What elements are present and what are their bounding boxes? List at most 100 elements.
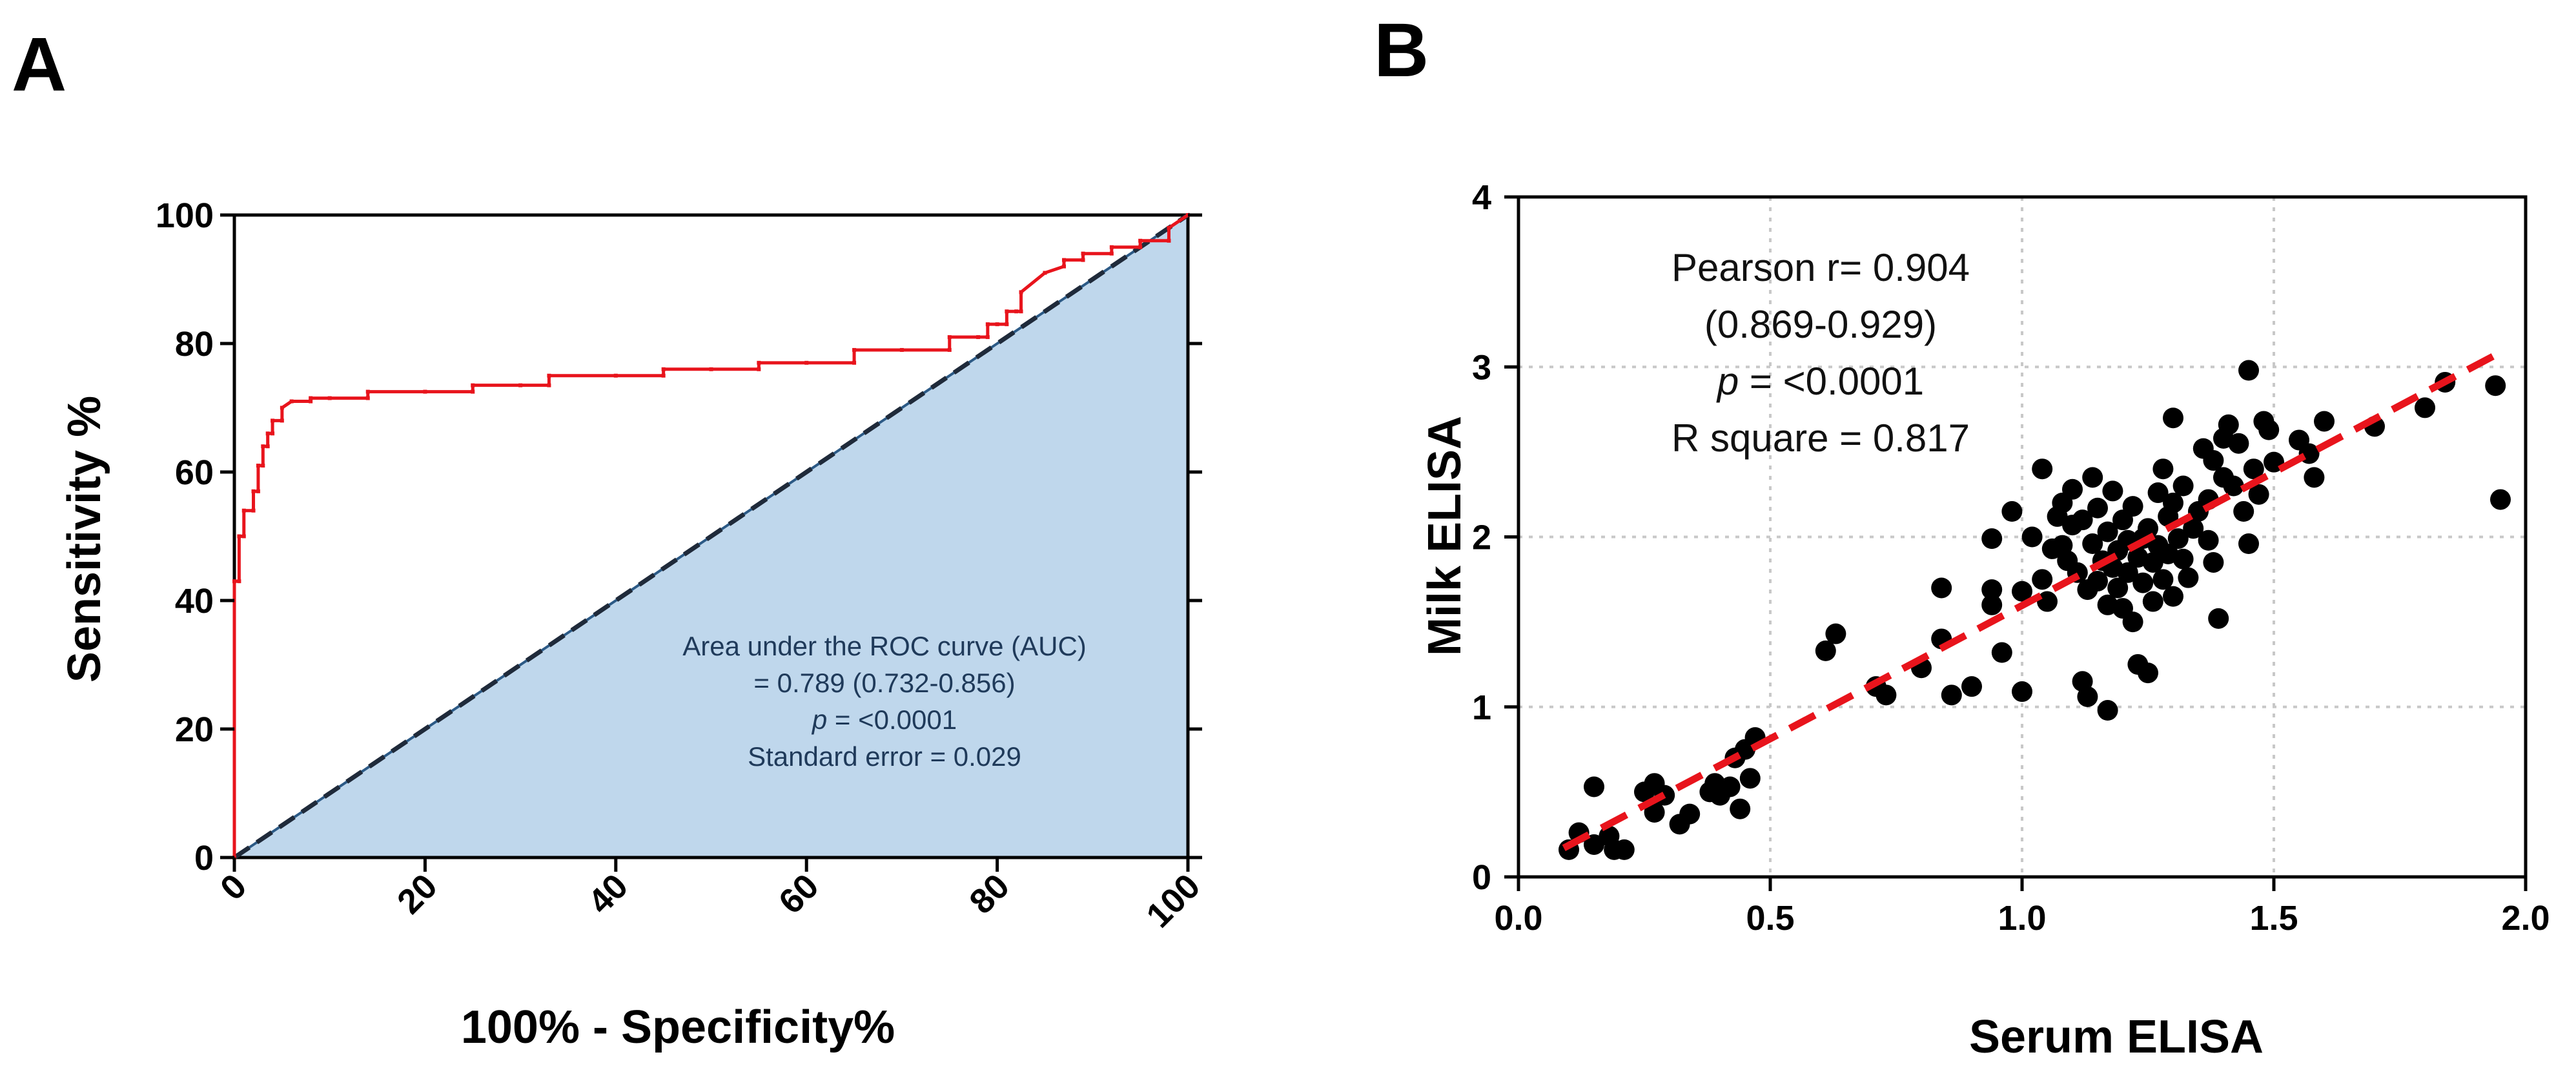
scatter-point bbox=[2032, 458, 2053, 480]
pearson-p-value: = <0.0001 bbox=[1739, 360, 1924, 403]
roc-curve-point bbox=[947, 335, 952, 340]
roc-curve-point bbox=[547, 383, 551, 387]
scatter-point bbox=[2107, 577, 2129, 599]
scatter-x-tick-label: 1.0 bbox=[1998, 899, 2046, 938]
scatter-point bbox=[2072, 509, 2093, 531]
scatter-point bbox=[2228, 433, 2249, 454]
roc-curve-point bbox=[1043, 271, 1047, 275]
scatter-y-tick-label: 0 bbox=[1472, 858, 1491, 897]
scatter-point bbox=[1719, 776, 1741, 797]
roc-y-tick-label: 80 bbox=[175, 325, 214, 364]
roc-curve-point bbox=[265, 444, 270, 449]
scatter-point bbox=[2203, 551, 2224, 573]
scatter-point bbox=[2077, 686, 2098, 707]
roc-curve-point bbox=[365, 389, 370, 394]
roc-curve-point bbox=[365, 396, 370, 400]
roc-curve-point bbox=[256, 464, 260, 468]
scatter-y-tick-label: 2 bbox=[1472, 519, 1491, 557]
roc-plot-frame bbox=[232, 213, 1190, 859]
scatter-point bbox=[2248, 484, 2269, 505]
roc-curve-point bbox=[1081, 251, 1085, 256]
scatter-point bbox=[1825, 623, 1846, 644]
scatter-point bbox=[2208, 608, 2229, 629]
reference-line bbox=[233, 213, 1189, 859]
scatter-x-tick-label: 2.0 bbox=[2501, 899, 2550, 938]
roc-curve-point bbox=[985, 335, 990, 340]
roc-curve-point bbox=[985, 322, 990, 327]
roc-curve-point bbox=[1014, 309, 1019, 314]
scatter-point bbox=[1613, 839, 1635, 860]
roc-x-tick-labels: 0 20 40 60 80 100 bbox=[213, 867, 1208, 935]
scatter-point bbox=[2198, 529, 2219, 551]
scatter-point bbox=[2097, 700, 2118, 721]
auc-line-3: p = <0.0001 bbox=[811, 704, 957, 735]
roc-curve-point bbox=[1019, 309, 1023, 314]
scatter-point bbox=[2122, 496, 2143, 517]
auc-line-2: = 0.789 (0.732-0.856) bbox=[753, 668, 1015, 698]
scatter-y-tick-label: 4 bbox=[1472, 178, 1491, 217]
roc-curve-point bbox=[661, 367, 666, 371]
scatter-point bbox=[2138, 663, 2158, 684]
roc-y-tick-label: 40 bbox=[175, 582, 214, 621]
scatter-point bbox=[2097, 521, 2118, 542]
roc-x-tick-label: 100 bbox=[1139, 867, 1207, 935]
scatter-point bbox=[2147, 482, 2169, 504]
roc-curve-point bbox=[1061, 258, 1066, 262]
scatter-point bbox=[2218, 414, 2239, 435]
roc-curve-point bbox=[1167, 225, 1171, 230]
roc-curve-point bbox=[661, 373, 666, 378]
scatter-point bbox=[2243, 458, 2264, 480]
scatter-point bbox=[2021, 526, 2043, 548]
roc-curve-point bbox=[289, 399, 294, 404]
auc-p-value: = <0.0001 bbox=[827, 704, 957, 735]
roc-curve-point bbox=[265, 431, 270, 436]
auc-line-4: Standard error = 0.029 bbox=[748, 741, 1021, 772]
scatter-x-tick-label: 1.5 bbox=[2249, 899, 2298, 938]
roc-curve-point bbox=[271, 418, 275, 423]
roc-curve-point bbox=[757, 367, 761, 371]
roc-panel: A 0 20 40 60 80 100 0 20 40 60 80 100 100% - Speci… bbox=[12, 22, 1207, 1053]
roc-y-tick-label: 20 bbox=[175, 710, 214, 749]
roc-x-tick-label: 0 bbox=[213, 867, 254, 908]
pearson-line-1: Pearson r= 0.904 bbox=[1671, 246, 1970, 289]
scatter-x-tick-label: 0.5 bbox=[1746, 899, 1794, 938]
scatter-point bbox=[2032, 569, 2053, 590]
roc-y-tick-label: 100 bbox=[156, 196, 214, 235]
roc-curve-point bbox=[1019, 290, 1023, 294]
scatter-point bbox=[2087, 497, 2108, 519]
panel-a-letter: A bbox=[12, 22, 66, 107]
scatter-y-tick-labels: 0 1 2 3 4 bbox=[1472, 178, 1491, 897]
scatter-point bbox=[2152, 458, 2174, 480]
scatter-point bbox=[2415, 397, 2435, 418]
roc-curve-point bbox=[976, 335, 981, 340]
roc-y-axis-title: Sensitivity % bbox=[59, 396, 110, 683]
auc-p-symbol: p bbox=[811, 704, 827, 735]
scatter-x-tick-labels: 0.0 0.5 1.0 1.5 2.0 bbox=[1494, 899, 2550, 938]
roc-curve-point bbox=[232, 579, 236, 584]
roc-curve-point bbox=[547, 373, 551, 378]
roc-curve-point bbox=[1138, 238, 1143, 243]
roc-curve-point bbox=[280, 406, 284, 410]
roc-curve-point bbox=[271, 431, 275, 436]
pearson-p-symbol: p bbox=[1716, 360, 1739, 403]
roc-x-tick-label: 20 bbox=[390, 867, 445, 921]
scatter-point bbox=[1584, 776, 1604, 797]
scatter-point bbox=[1981, 579, 2003, 601]
scatter-point bbox=[2087, 570, 2108, 591]
panel-b-letter: B bbox=[1374, 8, 1429, 93]
pearson-annotation: Pearson r= 0.904 (0.869-0.929) p = <0.00… bbox=[1671, 246, 1970, 460]
regression-line bbox=[1562, 351, 2497, 852]
roc-curve-point bbox=[899, 347, 904, 352]
roc-curve-point bbox=[256, 489, 260, 493]
roc-curve-point bbox=[261, 444, 265, 449]
scatter-point bbox=[1961, 676, 1982, 697]
roc-curve-point bbox=[1109, 245, 1114, 249]
roc-curve-point bbox=[471, 389, 475, 394]
scatter-point bbox=[2238, 360, 2259, 381]
scatter-point bbox=[2258, 419, 2280, 440]
roc-curve-point bbox=[995, 322, 999, 327]
scatter-point bbox=[2203, 450, 2224, 471]
scatter-point bbox=[2152, 569, 2174, 590]
scatter-point bbox=[1739, 768, 1761, 789]
roc-auc-annotation: Area under the ROC curve (AUC) = 0.789 (… bbox=[682, 631, 1087, 772]
